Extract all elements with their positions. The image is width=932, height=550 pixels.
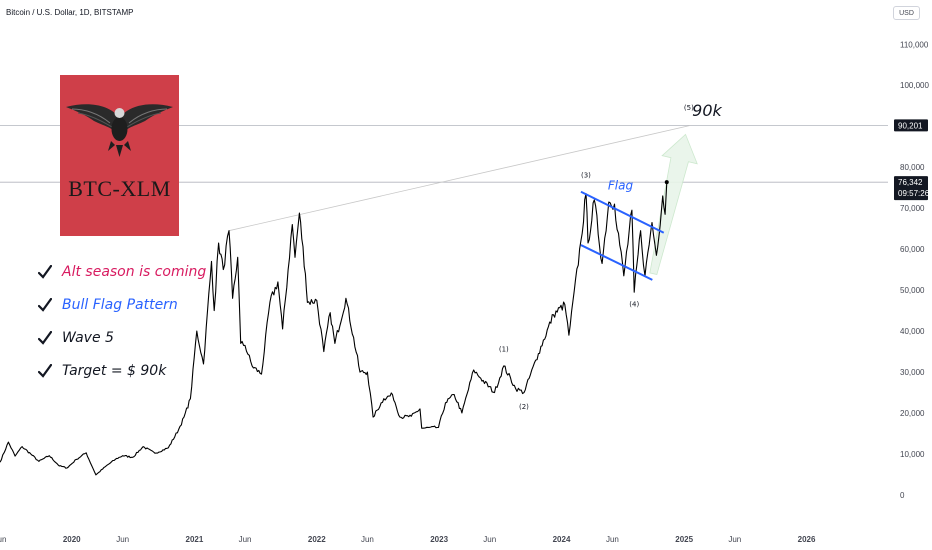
y-tick-label: 60,000 xyxy=(900,245,925,254)
y-tick-label: 20,000 xyxy=(900,409,925,418)
notes-list: Alt season is coming Bull Flag Pattern W… xyxy=(38,255,206,387)
checkmark-icon xyxy=(38,330,52,345)
x-tick-label: 2020 xyxy=(63,535,81,544)
x-tick-label: 2023 xyxy=(430,535,448,544)
price-label-box xyxy=(894,176,928,201)
x-axis: Jun 2020 Jun 2021 Jun 2022 Jun 2023 Jun 2024 Jun 20… xyxy=(0,535,816,544)
x-tick-label: 2026 xyxy=(798,535,816,544)
note-item: Target = $ 90k xyxy=(38,354,206,387)
last-price-dot xyxy=(664,180,669,185)
x-tick-label: Jun xyxy=(606,535,619,544)
x-tick-label: 2022 xyxy=(308,535,326,544)
checkmark-icon xyxy=(38,363,52,378)
target-label: 90k xyxy=(692,101,722,120)
y-tick-label: 110,000 xyxy=(900,40,929,49)
x-tick-label: Jun xyxy=(0,535,6,544)
y-tick-label: 40,000 xyxy=(900,327,925,336)
wave-label: (2) xyxy=(519,403,529,411)
checkmark-icon xyxy=(38,264,52,279)
wave-label: (3) xyxy=(581,171,591,179)
x-tick-label: Jun xyxy=(239,535,252,544)
note-text: Wave 5 xyxy=(62,329,114,346)
checkmark-icon xyxy=(38,297,52,312)
price-series xyxy=(0,180,669,476)
x-tick-label: 2021 xyxy=(186,535,204,544)
trendline-layer xyxy=(228,124,691,232)
btc-xlm-logo: BTC-XLM xyxy=(60,75,179,236)
y-tick-label: 80,000 xyxy=(900,163,925,172)
note-item: Wave 5 xyxy=(38,321,206,354)
currency-unit-button[interactable]: USD xyxy=(893,6,920,20)
note-text: Alt season is coming xyxy=(62,263,207,280)
eagle-icon xyxy=(66,104,173,157)
countdown-label: 09:57:26 xyxy=(898,189,930,198)
price-label: 76,342 xyxy=(898,178,923,187)
trendline xyxy=(228,124,691,232)
y-tick-label: 100,000 xyxy=(900,81,929,90)
chart-title: Bitcoin / U.S. Dollar, 1D, BITSTAMP xyxy=(6,8,133,17)
flag-lower-line xyxy=(580,244,653,281)
x-tick-label: Jun xyxy=(361,535,374,544)
flag-upper-line xyxy=(580,190,665,234)
annotations: (1) (2) (3) (4) (5) Flag 90k xyxy=(499,101,723,411)
wave-label: (1) xyxy=(499,346,509,354)
price-line xyxy=(0,182,668,476)
x-tick-label: Jun xyxy=(728,535,741,544)
price-label-box xyxy=(894,119,928,132)
y-tick-label: 10,000 xyxy=(900,450,925,459)
price-labels: 90,201 76,342 09:57:26 xyxy=(894,119,930,201)
wave-label: (5) xyxy=(684,104,694,112)
price-label: 90,201 xyxy=(898,121,923,130)
note-text: Bull Flag Pattern xyxy=(62,296,178,313)
y-axis: 0 10,000 20,000 30,000 40,000 50,000 60,000 70,… xyxy=(900,40,929,500)
target-arrow-layer xyxy=(649,133,698,276)
flag-channel xyxy=(580,190,665,281)
y-tick-label: 70,000 xyxy=(900,204,925,213)
y-tick-label: 50,000 xyxy=(900,286,925,295)
x-tick-label: 2025 xyxy=(675,535,693,544)
logo-text: BTC-XLM xyxy=(68,176,171,201)
y-tick-label: 0 xyxy=(900,491,905,500)
x-tick-label: 2024 xyxy=(553,535,571,544)
note-text: Target = $ 90k xyxy=(62,362,167,379)
x-tick-label: Jun xyxy=(483,535,496,544)
note-item: Alt season is coming xyxy=(38,255,206,288)
x-tick-label: Jun xyxy=(116,535,129,544)
flag-label: Flag xyxy=(608,179,634,193)
note-item: Bull Flag Pattern xyxy=(38,288,206,321)
wave-label: (4) xyxy=(629,301,639,309)
target-arrow xyxy=(649,133,698,276)
y-tick-label: 30,000 xyxy=(900,368,925,377)
